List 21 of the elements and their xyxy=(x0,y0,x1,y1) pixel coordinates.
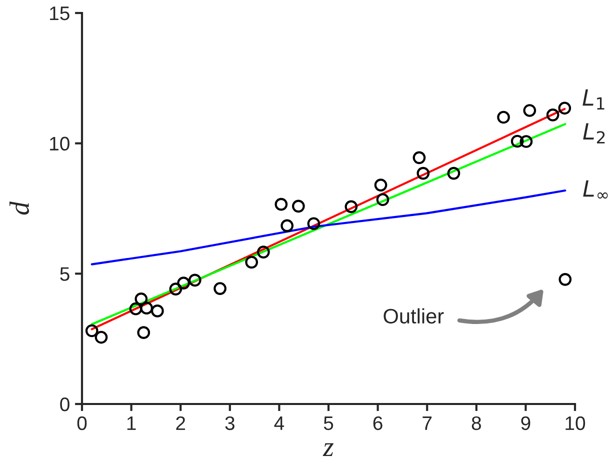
y-tick-label: 10 xyxy=(50,136,70,151)
x-tick-label: 6 xyxy=(373,416,382,430)
x-tick-label: 0 xyxy=(77,416,87,430)
x-tick-label: 7 xyxy=(422,416,432,430)
series-label: L$_{∞}$ xyxy=(583,180,608,199)
y-tick-label: 15 xyxy=(50,6,70,20)
series-label: L$_{1}$ xyxy=(582,89,604,110)
x-tick-label: 9 xyxy=(521,416,530,430)
x-tick-label: 3 xyxy=(225,416,234,430)
annotation: Outlier xyxy=(384,308,444,324)
x-tick-label: 10 xyxy=(566,416,586,430)
y-tick-label: 0 xyxy=(60,397,70,412)
y-axis-title: d xyxy=(9,201,30,215)
x-tick-label: 2 xyxy=(176,416,186,430)
x-tick-label: 5 xyxy=(324,416,334,430)
x-axis-title: z xyxy=(322,443,334,456)
x-tick-label: 4 xyxy=(274,416,284,430)
x-tick-label: 8 xyxy=(472,416,481,430)
x-tick-label: 1 xyxy=(127,416,136,430)
y-tick-label: 5 xyxy=(60,267,70,281)
series-label: L$_{2}$ xyxy=(583,123,605,144)
